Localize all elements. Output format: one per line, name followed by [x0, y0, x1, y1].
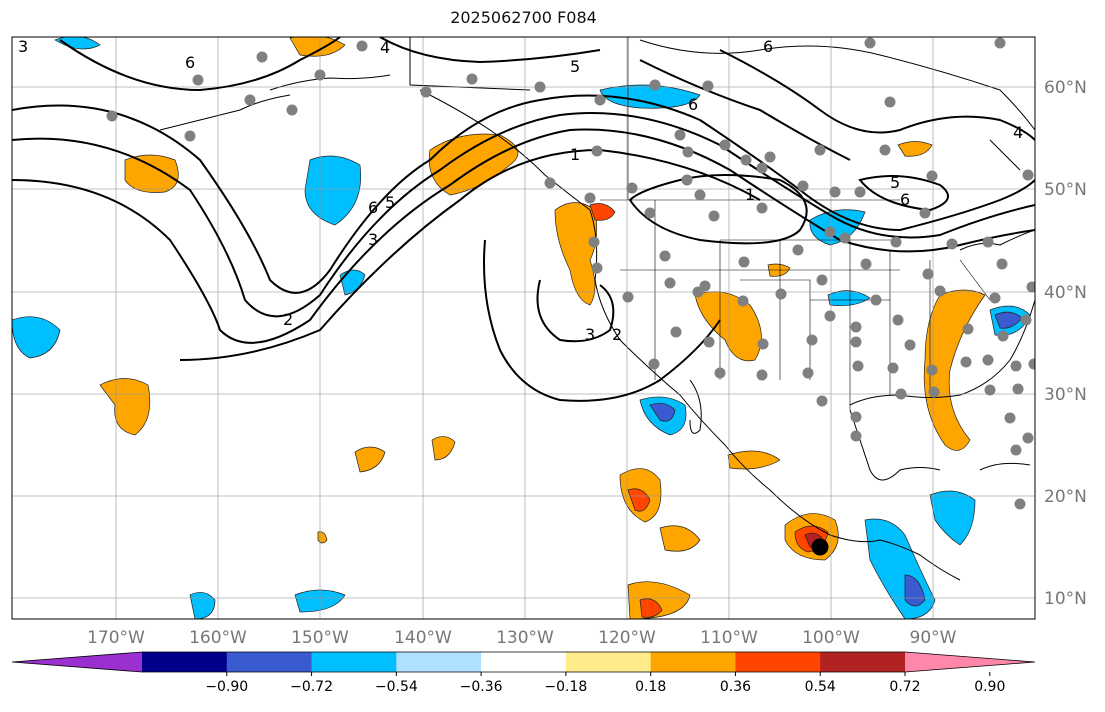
- colorbar-tick-label: 0.36: [720, 679, 751, 695]
- colorbar-tick-label: 0.54: [805, 679, 836, 695]
- colorbar-labels: −0.90 −0.72 −0.54 −0.36 −0.18 0.18 0.36 0.54 0.7…: [205, 672, 1005, 695]
- contour-label: 5: [570, 57, 580, 76]
- lon-label: 140°W: [394, 628, 452, 648]
- lon-label: 120°W: [598, 628, 656, 648]
- colorbar-segment: [650, 652, 736, 672]
- colorbar-tick-label: 0.90: [974, 679, 1005, 695]
- colorbar-tick-label: 0.72: [889, 679, 920, 695]
- lon-label: 100°W: [802, 628, 860, 648]
- colorbar-tick-label: −0.72: [290, 679, 333, 695]
- colorbar-tick-label: −0.54: [375, 679, 418, 695]
- contour-label: 2: [283, 310, 293, 329]
- lat-label: 10°N: [1044, 589, 1087, 609]
- lon-label: 170°W: [87, 628, 145, 648]
- colorbar-segment: [396, 652, 482, 672]
- longitude-labels: 170°W 160°W 150°W 140°W 130°W 120°W 110°…: [87, 628, 957, 648]
- map-title: 2025062700 F084: [450, 8, 597, 27]
- lon-label: 160°W: [189, 628, 247, 648]
- storm-center-marker: [811, 538, 829, 556]
- latitude-labels: 60°N 50°N 40°N 30°N 20°N 10°N: [1044, 78, 1087, 609]
- colorbar-tick-label: −0.18: [544, 679, 587, 695]
- state-borders: [600, 37, 991, 410]
- contour-label: 5: [385, 193, 395, 212]
- colorbar-outline: [11, 651, 1036, 673]
- height-contours: [12, 37, 1035, 402]
- anomaly-shading: [12, 37, 1031, 619]
- colorbar-segment: [481, 652, 567, 672]
- map-frame: [11, 36, 1036, 620]
- colorbar-tick-label: −0.36: [460, 679, 503, 695]
- colorbar-segment: [311, 652, 397, 672]
- colorbar-segment: [226, 652, 313, 672]
- colorbar-segment: [735, 652, 821, 672]
- coastlines: [159, 37, 1035, 581]
- contour-label: 6: [688, 95, 698, 114]
- station-markers: [106, 37, 1035, 510]
- contour-label: 3: [18, 37, 28, 56]
- colorbar: [11, 651, 1036, 673]
- lat-label: 20°N: [1044, 487, 1087, 507]
- colorbar-tick-label: −0.90: [205, 679, 248, 695]
- lat-label: 60°N: [1044, 78, 1087, 98]
- map-background: [12, 37, 1035, 619]
- contour-label: 3: [368, 230, 378, 249]
- lat-label: 50°N: [1044, 180, 1087, 200]
- lon-label: 110°W: [700, 628, 758, 648]
- contour-label: 3: [585, 325, 595, 344]
- colorbar-extend-low: [12, 652, 142, 672]
- lon-label: 150°W: [291, 628, 349, 648]
- colorbar-segment: [820, 652, 906, 672]
- lat-label: 40°N: [1044, 283, 1087, 303]
- contour-label: 6: [900, 190, 910, 209]
- contour-label: 4: [380, 38, 390, 57]
- lat-label: 30°N: [1044, 385, 1087, 405]
- contour-label: 6: [185, 53, 195, 72]
- colorbar-segment: [565, 652, 652, 672]
- contour-label: 6: [368, 198, 378, 217]
- contour-label: 5: [890, 173, 900, 192]
- contour-label: 1: [745, 185, 755, 204]
- colorbar-extend-high: [905, 652, 1035, 672]
- contour-label: 1: [570, 145, 580, 164]
- colorbar-tick-label: 0.18: [635, 679, 666, 695]
- lon-label: 130°W: [496, 628, 554, 648]
- contour-label: 2: [612, 325, 622, 344]
- colorbar-segment: [142, 652, 228, 672]
- lon-label: 90°W: [910, 628, 957, 648]
- contour-label: 4: [1013, 123, 1023, 142]
- contour-labels: 6 4 5 6 6 4 5 1 1 6 5 6 3 2 3 2 3: [18, 37, 1023, 344]
- contour-label: 6: [763, 37, 773, 56]
